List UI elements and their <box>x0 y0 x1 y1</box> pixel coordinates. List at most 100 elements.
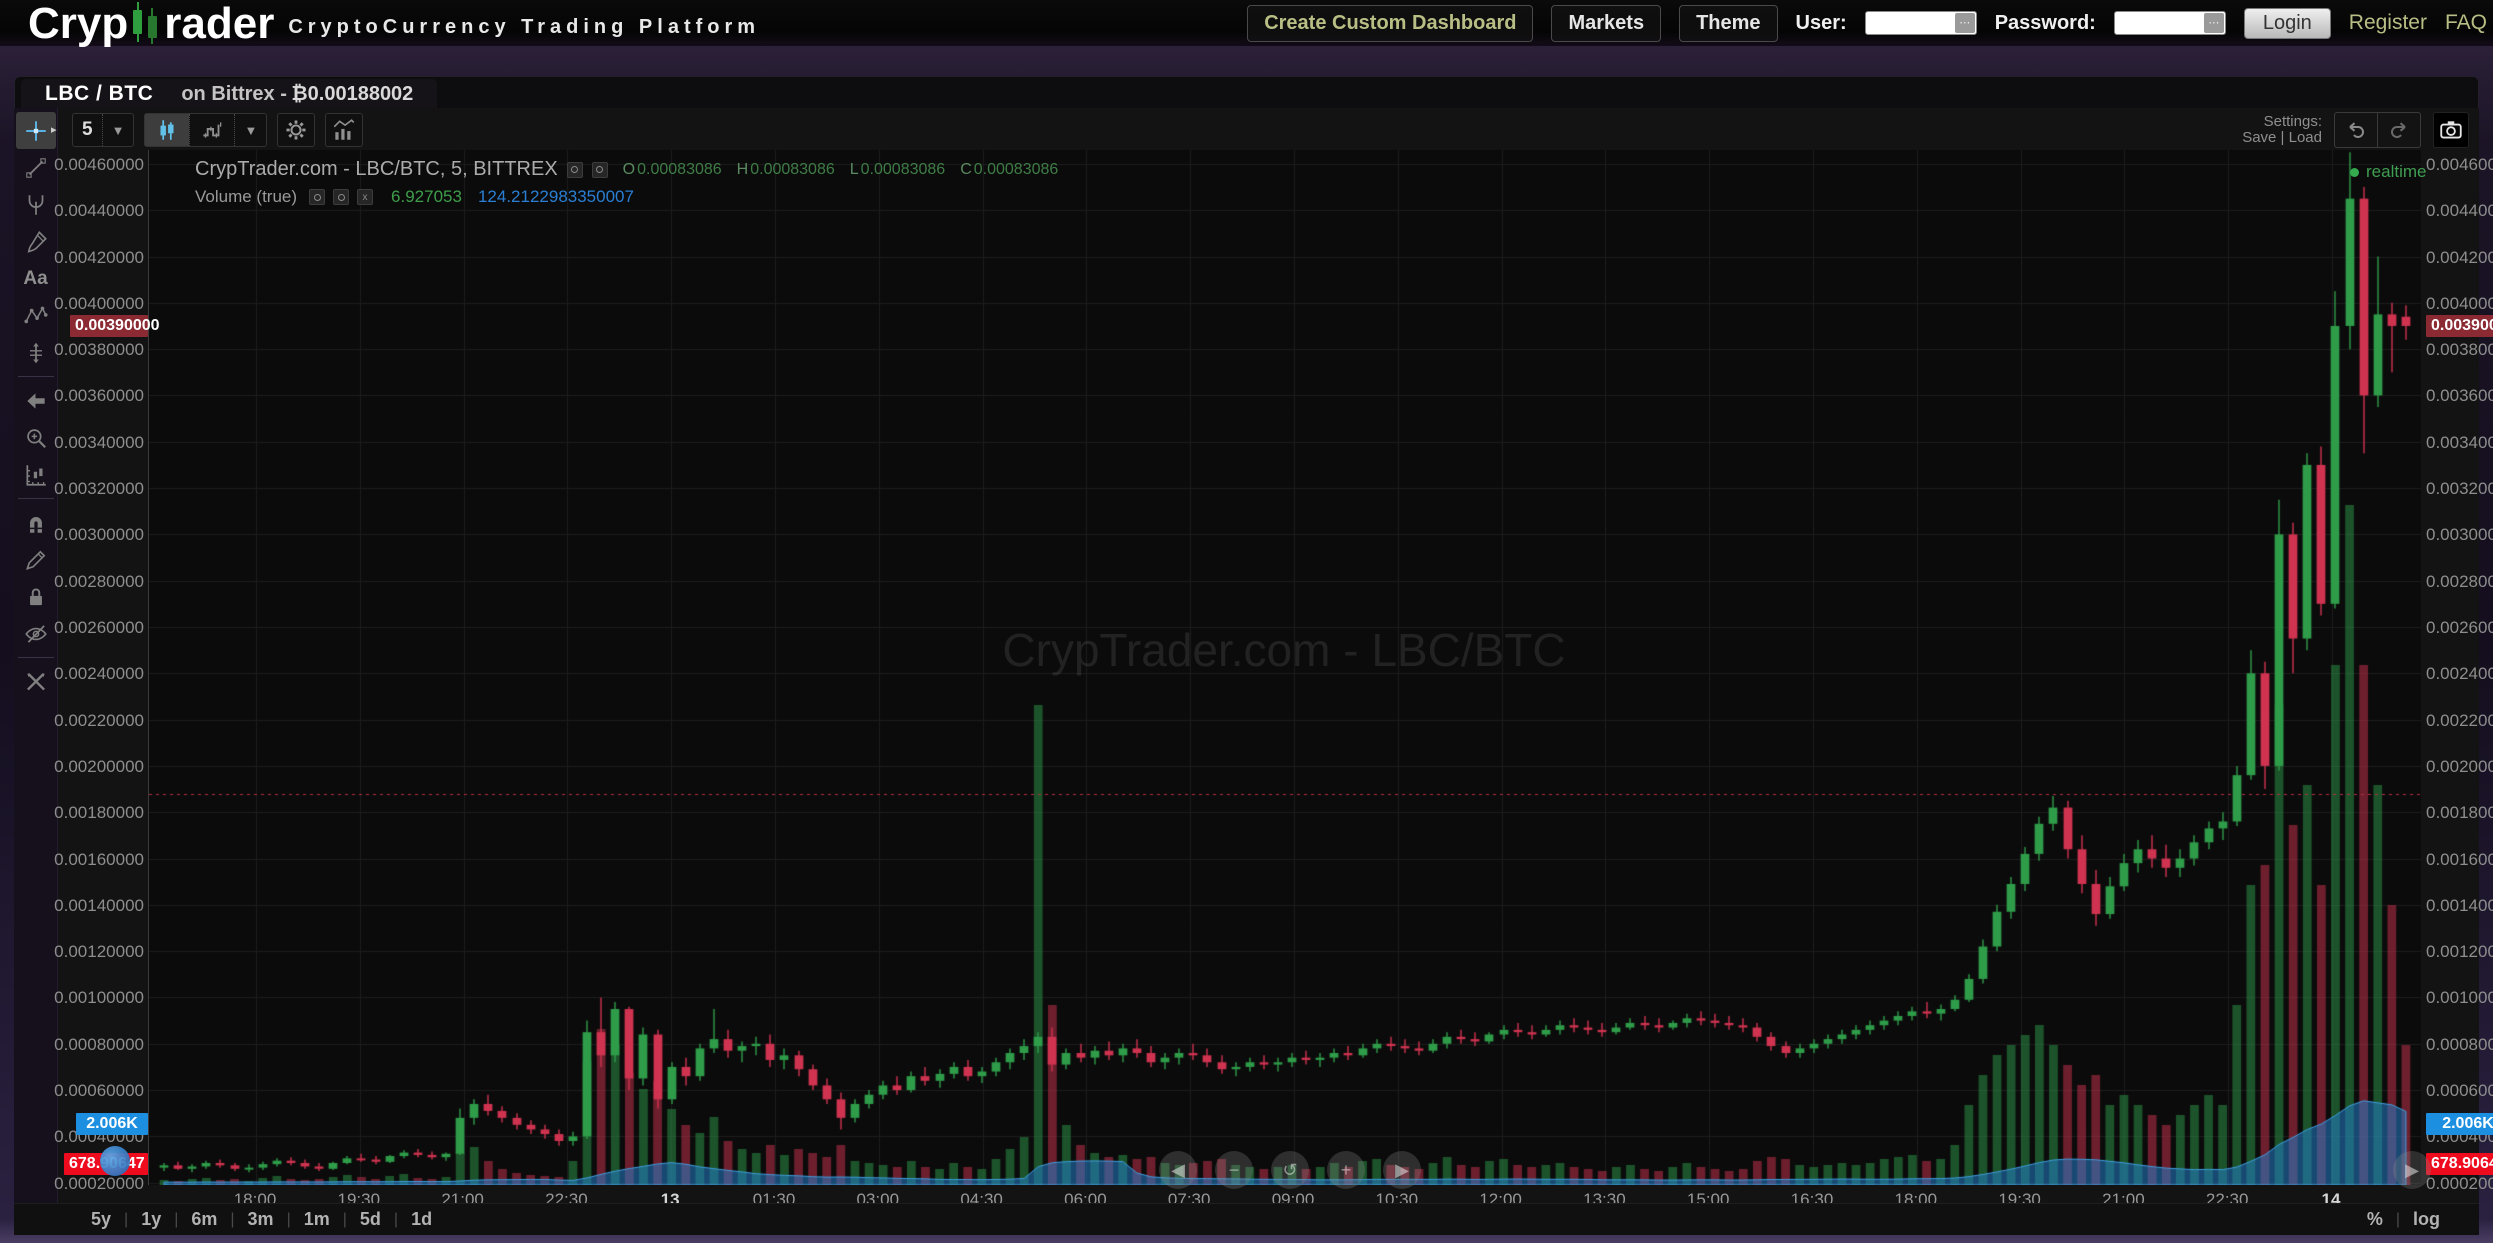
line-type-button[interactable] <box>189 114 234 146</box>
input-grip-icon: ⋯ <box>2203 13 2224 33</box>
register-link[interactable]: Register <box>2348 11 2427 34</box>
price-tick-label: 0.00400000 <box>2426 293 2493 313</box>
interval-value[interactable]: 5 <box>82 119 93 140</box>
legend-settings-icon[interactable] <box>591 161 608 178</box>
price-tick-label: 0.00360000 <box>2426 386 2493 406</box>
zoom-in-tool[interactable] <box>16 419 56 456</box>
logo-candlestick-icon <box>129 2 163 46</box>
price-chart-plot[interactable] <box>148 150 2421 1185</box>
volume-ma-tag: 2.006K <box>2426 1113 2493 1136</box>
price-tick-label: 0.00240000 <box>2426 664 2493 684</box>
brush-tool[interactable] <box>16 223 56 260</box>
chart-watermark: CrypTrader.com - LBC/BTC <box>1002 624 1566 676</box>
step-line-icon <box>203 122 222 138</box>
volume-collapse-icon[interactable] <box>309 189 326 205</box>
trend-line-tool[interactable] <box>16 149 56 186</box>
volume-ma-tag: 2.006K <box>76 1113 148 1136</box>
range-button-3m[interactable]: 3m <box>247 1209 274 1229</box>
chart-tabstrip: LBC / BTC on Bittrex - ₿0.00188002 <box>14 76 2479 109</box>
markets-button[interactable]: Markets <box>1551 4 1662 42</box>
hide-drawings-tool[interactable] <box>16 615 56 652</box>
price-chart-canvas[interactable] <box>149 150 2421 1185</box>
price-tick-label: 0.00080000 <box>2426 1034 2493 1054</box>
zoom-in-button[interactable]: + <box>1327 1151 1365 1189</box>
candlestick-icon <box>160 120 174 140</box>
save-settings-link[interactable]: Save <box>2242 129 2277 146</box>
price-tick-label: 0.00420000 <box>54 247 144 267</box>
faq-link[interactable]: FAQ <box>2444 11 2487 34</box>
log-scale-button[interactable]: log <box>2413 1209 2440 1229</box>
indicators-icon <box>334 119 355 140</box>
candlestick-type-button[interactable] <box>145 114 190 146</box>
price-tick-label: 0.00200000 <box>54 756 144 776</box>
interval-dropdown[interactable]: ▼ <box>101 114 134 146</box>
crosshair-tool[interactable] <box>15 112 57 149</box>
pan-left-button[interactable]: ◀ <box>1159 1151 1197 1189</box>
chart-type-dropdown[interactable]: ▼ <box>234 114 266 146</box>
range-button-1m[interactable]: 1m <box>303 1209 330 1229</box>
price-tick-label: 0.00220000 <box>54 710 144 730</box>
legend-collapse-icon[interactable] <box>566 161 583 178</box>
drawing-mode-tool[interactable] <box>16 541 56 578</box>
price-tick-label: 0.00060000 <box>2426 1081 2493 1101</box>
toolbar-divider <box>17 657 54 658</box>
password-label: Password: <box>1994 11 2096 34</box>
range-button-1y[interactable]: 1y <box>141 1209 162 1229</box>
logo-subtitle: CryptoCurrency Trading Platform <box>288 16 761 38</box>
eye-off-icon <box>24 624 47 643</box>
password-input[interactable]: ⋯ <box>2113 11 2226 35</box>
username-input[interactable]: ⋯ <box>1864 11 1977 35</box>
lock-tool[interactable] <box>16 578 56 615</box>
volume-settings-icon[interactable] <box>333 189 350 205</box>
volume-indicator-label: Volume (true) <box>195 187 298 206</box>
undo-redo-control <box>2334 112 2421 148</box>
user-label: User: <box>1795 11 1847 34</box>
price-axis-left[interactable]: 0.00460000 0.00440000 0.00420000 0.00400000… <box>50 108 144 1235</box>
redo-button[interactable] <box>2377 113 2420 147</box>
market-tab[interactable]: LBC / BTC on Bittrex - ₿0.00188002 <box>21 79 438 109</box>
chart-footer: 5y | 1y | 6m | 3m | 1m | 5d | 1d % | log <box>14 1203 2479 1235</box>
goto-realtime-button[interactable]: ▶ <box>2393 1151 2431 1189</box>
create-dashboard-button[interactable]: Create Custom Dashboard <box>1247 4 1534 42</box>
arrow-tool[interactable] <box>16 382 56 419</box>
undo-button[interactable] <box>2335 113 2377 147</box>
screenshot-button[interactable] <box>2433 112 2469 148</box>
logo-text-2: rader <box>164 0 275 48</box>
pan-right-button[interactable]: ▶ <box>1383 1151 1421 1189</box>
trend-line-icon <box>25 157 46 178</box>
remove-tools-button[interactable] <box>16 663 56 700</box>
magnet-tool[interactable] <box>16 504 56 541</box>
volume-remove-icon[interactable]: x <box>357 189 374 205</box>
price-tick-label: 0.00220000 <box>2426 710 2493 730</box>
zoom-out-button[interactable]: − <box>1215 1151 1253 1189</box>
volume-value: 6.927053 <box>391 187 462 206</box>
range-button-5d[interactable]: 5d <box>359 1209 381 1229</box>
price-tick-label: 0.00380000 <box>2426 340 2493 360</box>
forecast-tool[interactable] <box>16 334 56 371</box>
volume-ma-value: 124.2122983350007 <box>477 187 634 206</box>
price-tick-label: 0.00020000 <box>2426 1173 2493 1193</box>
price-axis-right[interactable]: 0.00460000 0.00440000 0.00420000 0.00400000… <box>2426 108 2493 1235</box>
range-button-1d[interactable]: 1d <box>411 1209 433 1229</box>
price-tick-label: 0.00440000 <box>54 201 144 221</box>
percent-scale-button[interactable]: % <box>2366 1209 2383 1229</box>
pitchfork-tool[interactable] <box>16 186 56 223</box>
price-tick-label: 0.00440000 <box>2426 201 2493 221</box>
load-settings-link[interactable]: Load <box>2288 129 2322 146</box>
reset-view-button[interactable]: ↺ <box>1271 1151 1309 1189</box>
measure-tool[interactable] <box>16 456 56 493</box>
text-tool[interactable]: Aa <box>23 267 48 289</box>
chart-nav-controls: ◀ − ↺ + ▶ <box>1159 1151 1421 1189</box>
toolbar-divider <box>17 376 54 377</box>
gear-icon <box>286 120 306 140</box>
indicators-button[interactable] <box>325 113 364 147</box>
price-tick-label: 0.00100000 <box>54 988 144 1008</box>
last-price-label: ₿0.00188002 <box>291 82 414 105</box>
theme-button[interactable]: Theme <box>1679 4 1778 42</box>
redo-icon <box>2391 122 2406 138</box>
chart-settings-button[interactable] <box>277 113 316 147</box>
range-button-5y[interactable]: 5y <box>91 1209 112 1229</box>
range-button-6m[interactable]: 6m <box>191 1209 218 1229</box>
login-button[interactable]: Login <box>2243 7 2331 39</box>
pattern-tool[interactable] <box>16 297 56 334</box>
